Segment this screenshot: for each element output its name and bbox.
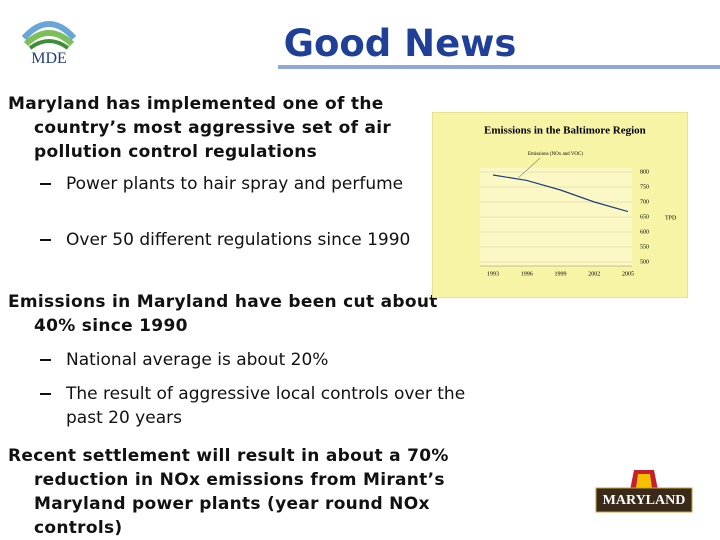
bullet-text: Recent settlement will result in about a… [8,446,449,538]
y-tick-label: 700 [640,199,649,205]
y-axis-label: TPD [665,215,677,221]
x-tick-label: 2002 [588,271,600,277]
bullet: Over 50 different regulations since 1990 [40,228,480,252]
y-tick-label: 600 [640,229,649,235]
series-line [492,174,629,213]
logo-text: MDE [31,50,67,67]
series-label: Emissions (NOx and VOC) [528,152,583,157]
x-tick-label: 1993 [487,271,499,277]
maryland-logo: MARYLAND [595,470,693,513]
bullet-text: The result of aggressive local controls … [66,384,466,428]
dash [40,393,51,395]
dash [40,183,51,185]
x-tick-label: 1999 [555,271,567,277]
bullet: Recent settlement will result in about a… [8,444,480,540]
slide-title: Good News [283,22,517,65]
chart: Emissions in the Baltimore Region TPD 50… [432,112,688,298]
y-tick-label: 800 [640,169,649,175]
dash [40,239,51,241]
bullet-text: Emissions in Maryland have been cut abou… [8,292,438,336]
bullet-text: National average is about 20% [66,350,329,370]
x-tick-label: 2005 [622,271,634,277]
mde-logo: MDE [21,21,77,67]
chart-title: Emissions in the Baltimore Region [484,125,646,137]
bullet-text: Maryland has implemented one of the coun… [8,94,392,162]
y-tick-label: 500 [640,259,649,265]
bullet: Maryland has implemented one of the coun… [8,92,480,164]
x-tick-label: 1996 [521,271,533,277]
bullet-text: Power plants to hair spray and perfume [66,174,404,194]
y-tick-label: 550 [640,244,649,250]
title-rule [278,65,720,69]
logo-text: MARYLAND [603,493,686,508]
bullet: Emissions in Maryland have been cut abou… [8,290,480,338]
label-pointer [518,157,541,178]
bullet: National average is about 20% [40,348,480,372]
bullet-text: Over 50 different regulations since 1990 [66,230,411,250]
bullet: Power plants to hair spray and perfume [40,172,480,196]
dash [40,359,51,361]
y-tick-label: 750 [640,184,649,190]
bullet: The result of aggressive local controls … [40,382,480,430]
y-tick-label: 650 [640,214,649,220]
